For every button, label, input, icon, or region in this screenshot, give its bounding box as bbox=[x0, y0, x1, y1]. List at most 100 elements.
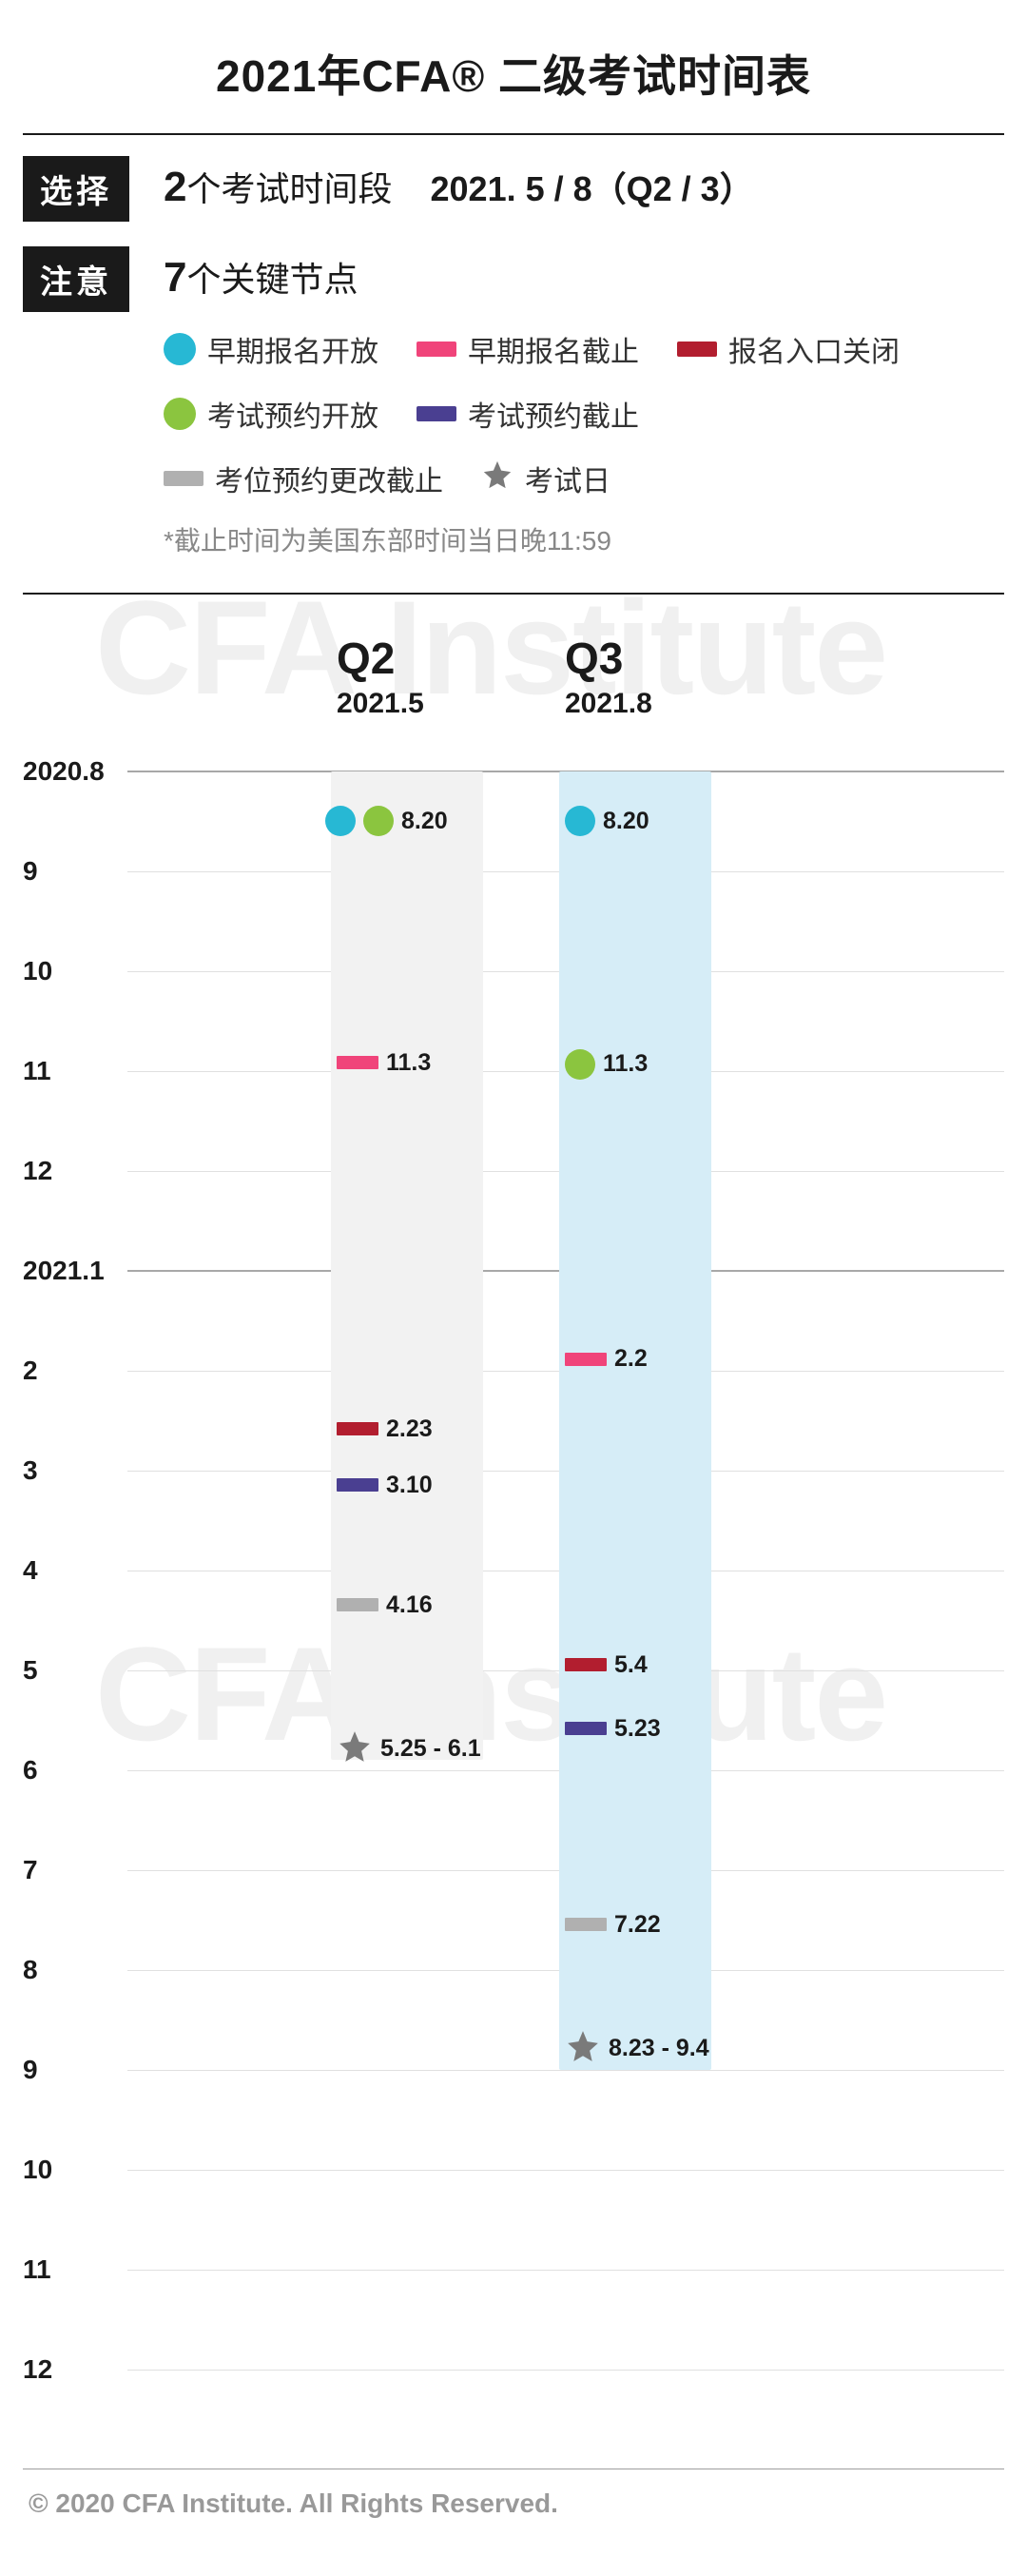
month-label: 12 bbox=[23, 1156, 127, 1186]
grid-row: 2 bbox=[23, 1356, 1004, 1386]
legend-bar-icon bbox=[417, 406, 456, 421]
marker-label: 8.20 bbox=[603, 808, 649, 835]
legend-bar-icon bbox=[164, 471, 203, 486]
grid-row: 9 bbox=[23, 856, 1004, 887]
timeline-marker: 7.22 bbox=[565, 1911, 661, 1939]
legend-circle-icon bbox=[164, 333, 196, 365]
legend-circle-icon bbox=[164, 398, 196, 430]
marker-bar-icon bbox=[337, 1598, 378, 1611]
legend-label: 早期报名开放 bbox=[207, 328, 378, 370]
month-label: 11 bbox=[23, 2254, 127, 2285]
grid-row: 7 bbox=[23, 1855, 1004, 1885]
marker-label: 8.20 bbox=[401, 808, 448, 835]
marker-label: 7.22 bbox=[614, 1911, 661, 1939]
timeline-marker: 2.2 bbox=[565, 1345, 648, 1373]
grid-line bbox=[127, 2370, 1004, 2371]
grid-row: 4 bbox=[23, 1555, 1004, 1586]
grid-row: 11 bbox=[23, 2254, 1004, 2285]
marker-label: 8.23 - 9.4 bbox=[609, 2035, 709, 2062]
marker-bar-icon bbox=[565, 1658, 607, 1671]
marker-bar-icon bbox=[565, 1353, 607, 1366]
grid-row: 2021.1 bbox=[23, 1256, 1004, 1286]
legend-item: 考试日 bbox=[481, 458, 610, 499]
legend-label: 报名入口关闭 bbox=[728, 328, 900, 370]
marker-circle-icon bbox=[325, 806, 356, 836]
month-label: 10 bbox=[23, 956, 127, 986]
marker-circle-icon bbox=[363, 806, 394, 836]
timeline-marker: 8.20 bbox=[325, 806, 448, 836]
marker-label: 4.16 bbox=[386, 1591, 433, 1619]
timeline-marker: 5.4 bbox=[565, 1651, 648, 1679]
marker-star-icon bbox=[565, 2028, 601, 2069]
month-label: 8 bbox=[23, 1955, 127, 1985]
marker-label: 11.3 bbox=[386, 1049, 431, 1077]
legend-label: 考试预约截止 bbox=[468, 393, 639, 435]
timeline-marker: 8.20 bbox=[565, 806, 649, 836]
timeline-marker: 5.25 - 6.1 bbox=[337, 1728, 481, 1769]
marker-label: 2.23 bbox=[386, 1415, 433, 1443]
grid-row: 10 bbox=[23, 956, 1004, 986]
month-label: 2020.8 bbox=[23, 756, 127, 787]
column-quarter: Q3 bbox=[565, 633, 652, 684]
marker-label: 3.10 bbox=[386, 1472, 433, 1499]
legend-label: 早期报名截止 bbox=[468, 328, 639, 370]
month-label: 6 bbox=[23, 1755, 127, 1786]
month-label: 2 bbox=[23, 1356, 127, 1386]
column-quarter: Q2 bbox=[337, 633, 424, 684]
timeline-marker: 4.16 bbox=[337, 1591, 433, 1619]
legend-item: 报名入口关闭 bbox=[677, 328, 900, 370]
month-label: 9 bbox=[23, 2055, 127, 2085]
legend-item: 早期报名开放 bbox=[164, 328, 378, 370]
grid-row: 12 bbox=[23, 1156, 1004, 1186]
month-label: 7 bbox=[23, 1855, 127, 1885]
legend-label: 考试预约开放 bbox=[207, 393, 378, 435]
page-title: 2021年CFA® 二级考试时间表 bbox=[0, 0, 1027, 133]
legend-item: 考试预约截止 bbox=[417, 393, 639, 435]
timeline-marker: 2.23 bbox=[337, 1415, 433, 1443]
timeline-marker: 3.10 bbox=[337, 1472, 433, 1499]
grid-row: 5 bbox=[23, 1655, 1004, 1686]
grid-row: 8 bbox=[23, 1955, 1004, 1985]
month-label: 10 bbox=[23, 2155, 127, 2185]
timeline-marker: 5.23 bbox=[565, 1715, 661, 1743]
legend-item: 考位预约更改截止 bbox=[164, 458, 443, 499]
select-count: 2 bbox=[164, 164, 186, 210]
month-label: 11 bbox=[23, 1056, 127, 1086]
legend: 早期报名开放 早期报名截止 报名入口关闭考试预约开放 考试预约截止考位预约更改截止 考试… bbox=[164, 328, 943, 499]
attention-section: 注意 7个关键节点 早期报名开放 早期报名截止 报名入口关闭考试预约开放 考试预约截止… bbox=[0, 243, 1027, 579]
column-header: Q2 2021.5 bbox=[337, 633, 424, 720]
marker-circle-icon bbox=[565, 806, 595, 836]
select-periods: 2021. 5 / 8（Q2 / 3） bbox=[431, 162, 754, 211]
marker-bar-icon bbox=[337, 1422, 378, 1435]
legend-bar-icon bbox=[677, 342, 717, 357]
column-sub: 2021.8 bbox=[565, 688, 652, 720]
select-section: 选择 2个考试时间段 2021. 5 / 8（Q2 / 3） bbox=[0, 135, 1027, 243]
grid-row: 11 bbox=[23, 1056, 1004, 1086]
timeline-marker: 11.3 bbox=[565, 1049, 648, 1080]
month-label: 12 bbox=[23, 2354, 127, 2385]
timeline-marker: 11.3 bbox=[337, 1049, 431, 1077]
legend-label: 考试日 bbox=[525, 458, 610, 499]
marker-bar-icon bbox=[565, 1918, 607, 1931]
marker-bar-icon bbox=[337, 1478, 378, 1492]
month-label: 3 bbox=[23, 1455, 127, 1486]
attention-tag: 注意 bbox=[23, 246, 129, 312]
column-bg bbox=[559, 771, 711, 2070]
legend-item: 早期报名截止 bbox=[417, 328, 639, 370]
column-header: Q3 2021.8 bbox=[565, 633, 652, 720]
legend-item: 考试预约开放 bbox=[164, 393, 378, 435]
marker-label: 5.25 - 6.1 bbox=[380, 1735, 481, 1763]
month-label: 5 bbox=[23, 1655, 127, 1686]
legend-star-icon bbox=[481, 459, 514, 498]
grid-line bbox=[127, 2170, 1004, 2171]
attention-head: 7个关键节点 bbox=[164, 252, 1004, 302]
column-sub: 2021.5 bbox=[337, 688, 424, 720]
attention-count: 7 bbox=[164, 254, 186, 301]
select-body: 2个考试时间段 2021. 5 / 8（Q2 / 3） bbox=[164, 156, 754, 211]
grid-row: 6 bbox=[23, 1755, 1004, 1786]
select-count-text: 2个考试时间段 bbox=[164, 162, 393, 211]
grid-row: 9 bbox=[23, 2055, 1004, 2085]
grid-row: 2020.8 bbox=[23, 756, 1004, 787]
marker-star-icon bbox=[337, 1728, 373, 1769]
grid-row: 3 bbox=[23, 1455, 1004, 1486]
